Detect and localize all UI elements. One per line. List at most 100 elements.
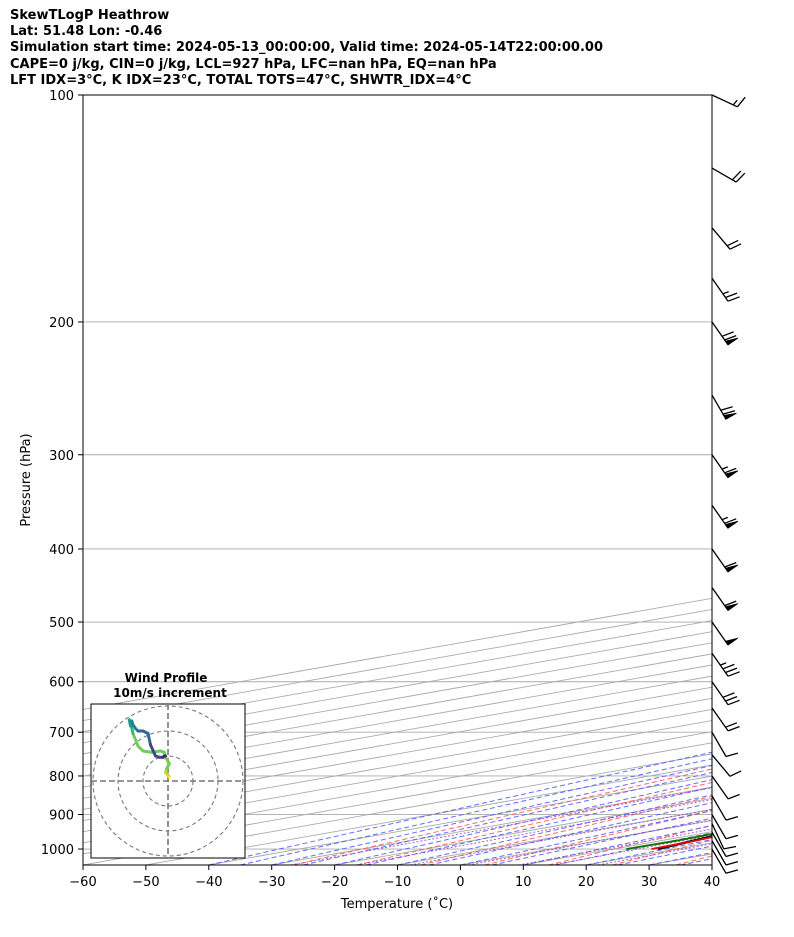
wind-barb	[711, 167, 746, 183]
wind-barb-full	[725, 695, 738, 702]
isotherm-line	[334, 797, 712, 865]
moist-adiabat-line	[680, 858, 712, 865]
wind-barb-full	[735, 172, 746, 183]
wind-barb-staff	[711, 848, 727, 874]
wind-barb-full	[725, 815, 739, 821]
wind-barb-half	[720, 662, 727, 666]
moist-adiabat-line	[523, 825, 712, 865]
mixing-ratio-lines	[290, 787, 712, 865]
wind-barb	[711, 504, 739, 529]
x-tick-label: −50	[132, 875, 159, 890]
wind-barb-staff	[711, 652, 729, 677]
wind-barb-full	[729, 243, 742, 250]
indices-line: LFT IDX=3°C, K IDX=23°C, TOTAL TOTS=47°C…	[10, 72, 472, 88]
isotherm-line	[586, 842, 712, 865]
moist-adiabat-line	[586, 839, 712, 865]
x-tick-label: −10	[384, 875, 411, 890]
x-tick-label: −40	[195, 875, 222, 890]
moist-adiabat-line	[428, 802, 712, 865]
wind-barb-full	[727, 725, 740, 732]
dry-adiabat-line	[548, 824, 712, 865]
wind-barb	[711, 94, 746, 108]
moist-adiabat-line	[617, 845, 712, 865]
moist-adiabat-line	[208, 751, 712, 865]
y-tick-label: 500	[49, 616, 74, 631]
wind-barb-flag	[724, 520, 739, 529]
moist-adiabat-line	[334, 779, 712, 865]
x-axis-title: Temperature (˚C)	[340, 896, 453, 912]
wind-barb	[711, 548, 739, 573]
y-tick-label: 1000	[41, 843, 74, 858]
dry-adiabat-line	[611, 839, 712, 865]
cin-area	[651, 836, 712, 849]
wind-barb-staff	[711, 731, 727, 757]
wind-barb-full	[726, 239, 739, 247]
wind-barb	[711, 621, 739, 646]
wind-barb-full	[724, 467, 737, 474]
wind-barb-full	[722, 663, 735, 670]
wind-barb-full	[722, 692, 735, 698]
wind-barb	[711, 840, 739, 866]
isotherm-line	[523, 831, 712, 865]
wind-barb-full	[723, 845, 737, 850]
wind-barb	[711, 321, 739, 346]
wind-barb	[711, 587, 739, 612]
moist-adiabat-line	[711, 864, 712, 865]
isotherm-line	[711, 864, 712, 865]
wind-barb	[711, 454, 739, 479]
dry-adiabat-line	[675, 855, 712, 865]
y-tick-label: 900	[49, 809, 74, 824]
chart-header: SkewTLogP Heathrow Lat: 51.48 Lon: -0.46…	[10, 8, 603, 89]
wind-barb	[711, 277, 740, 302]
wind-barb	[711, 848, 739, 874]
wind-barb-staff	[711, 840, 727, 866]
wind-barb-full	[727, 296, 740, 302]
wind-barb-full	[724, 518, 737, 524]
moist-adiabats	[208, 751, 712, 865]
wind-barb-full	[724, 561, 737, 568]
y-tick-label: 700	[49, 726, 74, 741]
isotherm-line	[83, 697, 712, 810]
wind-barb-flag	[723, 412, 737, 420]
wind-barb-full	[725, 667, 738, 674]
wind-barb-full	[725, 834, 739, 840]
wind-barb-flag	[724, 470, 739, 479]
x-tick-label: 40	[704, 875, 721, 890]
wind-barb-full	[720, 406, 733, 411]
hodograph-segment	[146, 732, 152, 747]
wind-barb-flag	[724, 637, 739, 646]
wind-barb	[711, 814, 739, 840]
y-tick-label: 400	[49, 543, 74, 558]
cape-line: CAPE=0 j/kg, CIN=0 j/kg, LCL=927 hPa, LF…	[10, 56, 497, 72]
wind-barb-full	[725, 869, 739, 874]
hodograph-segment	[131, 732, 140, 748]
x-axis: −60 −50 −40 −30 −20 −10 0 10 20 30 40	[69, 865, 720, 890]
wind-barb	[711, 831, 739, 858]
dry-adiabat-line	[293, 768, 712, 865]
mixing-ratio-line	[552, 834, 712, 865]
wind-barb-flag	[724, 603, 739, 612]
wind-barb-full	[721, 331, 734, 337]
wind-barb-half	[721, 466, 729, 470]
y-axis: 1000 900 800 700 600 500 400 300 200 100	[41, 89, 83, 858]
wind-barb-staff	[711, 814, 727, 840]
wind-barb-full	[725, 852, 739, 858]
moist-adiabat-line	[302, 771, 712, 865]
wind-barb-staff	[711, 707, 729, 732]
wind-barb-full	[725, 722, 738, 728]
y-axis-title: Pressure (hPa)	[19, 433, 34, 526]
hodograph-trace	[127, 718, 171, 779]
moist-adiabat-line	[397, 794, 712, 865]
profile-lines	[626, 833, 712, 851]
dry-adiabat-line	[420, 795, 712, 865]
y-tick-label: 300	[49, 449, 74, 464]
x-tick-label: −30	[258, 875, 285, 890]
wind-barb-staff	[711, 227, 731, 250]
y-tick-label: 800	[49, 770, 74, 785]
isotherm-line	[83, 686, 712, 799]
wind-barb-staff	[711, 167, 737, 183]
wind-barb	[711, 227, 742, 250]
moist-adiabat-line	[491, 817, 712, 865]
wind-barb	[711, 652, 740, 677]
wind-barb-staff	[711, 277, 729, 302]
